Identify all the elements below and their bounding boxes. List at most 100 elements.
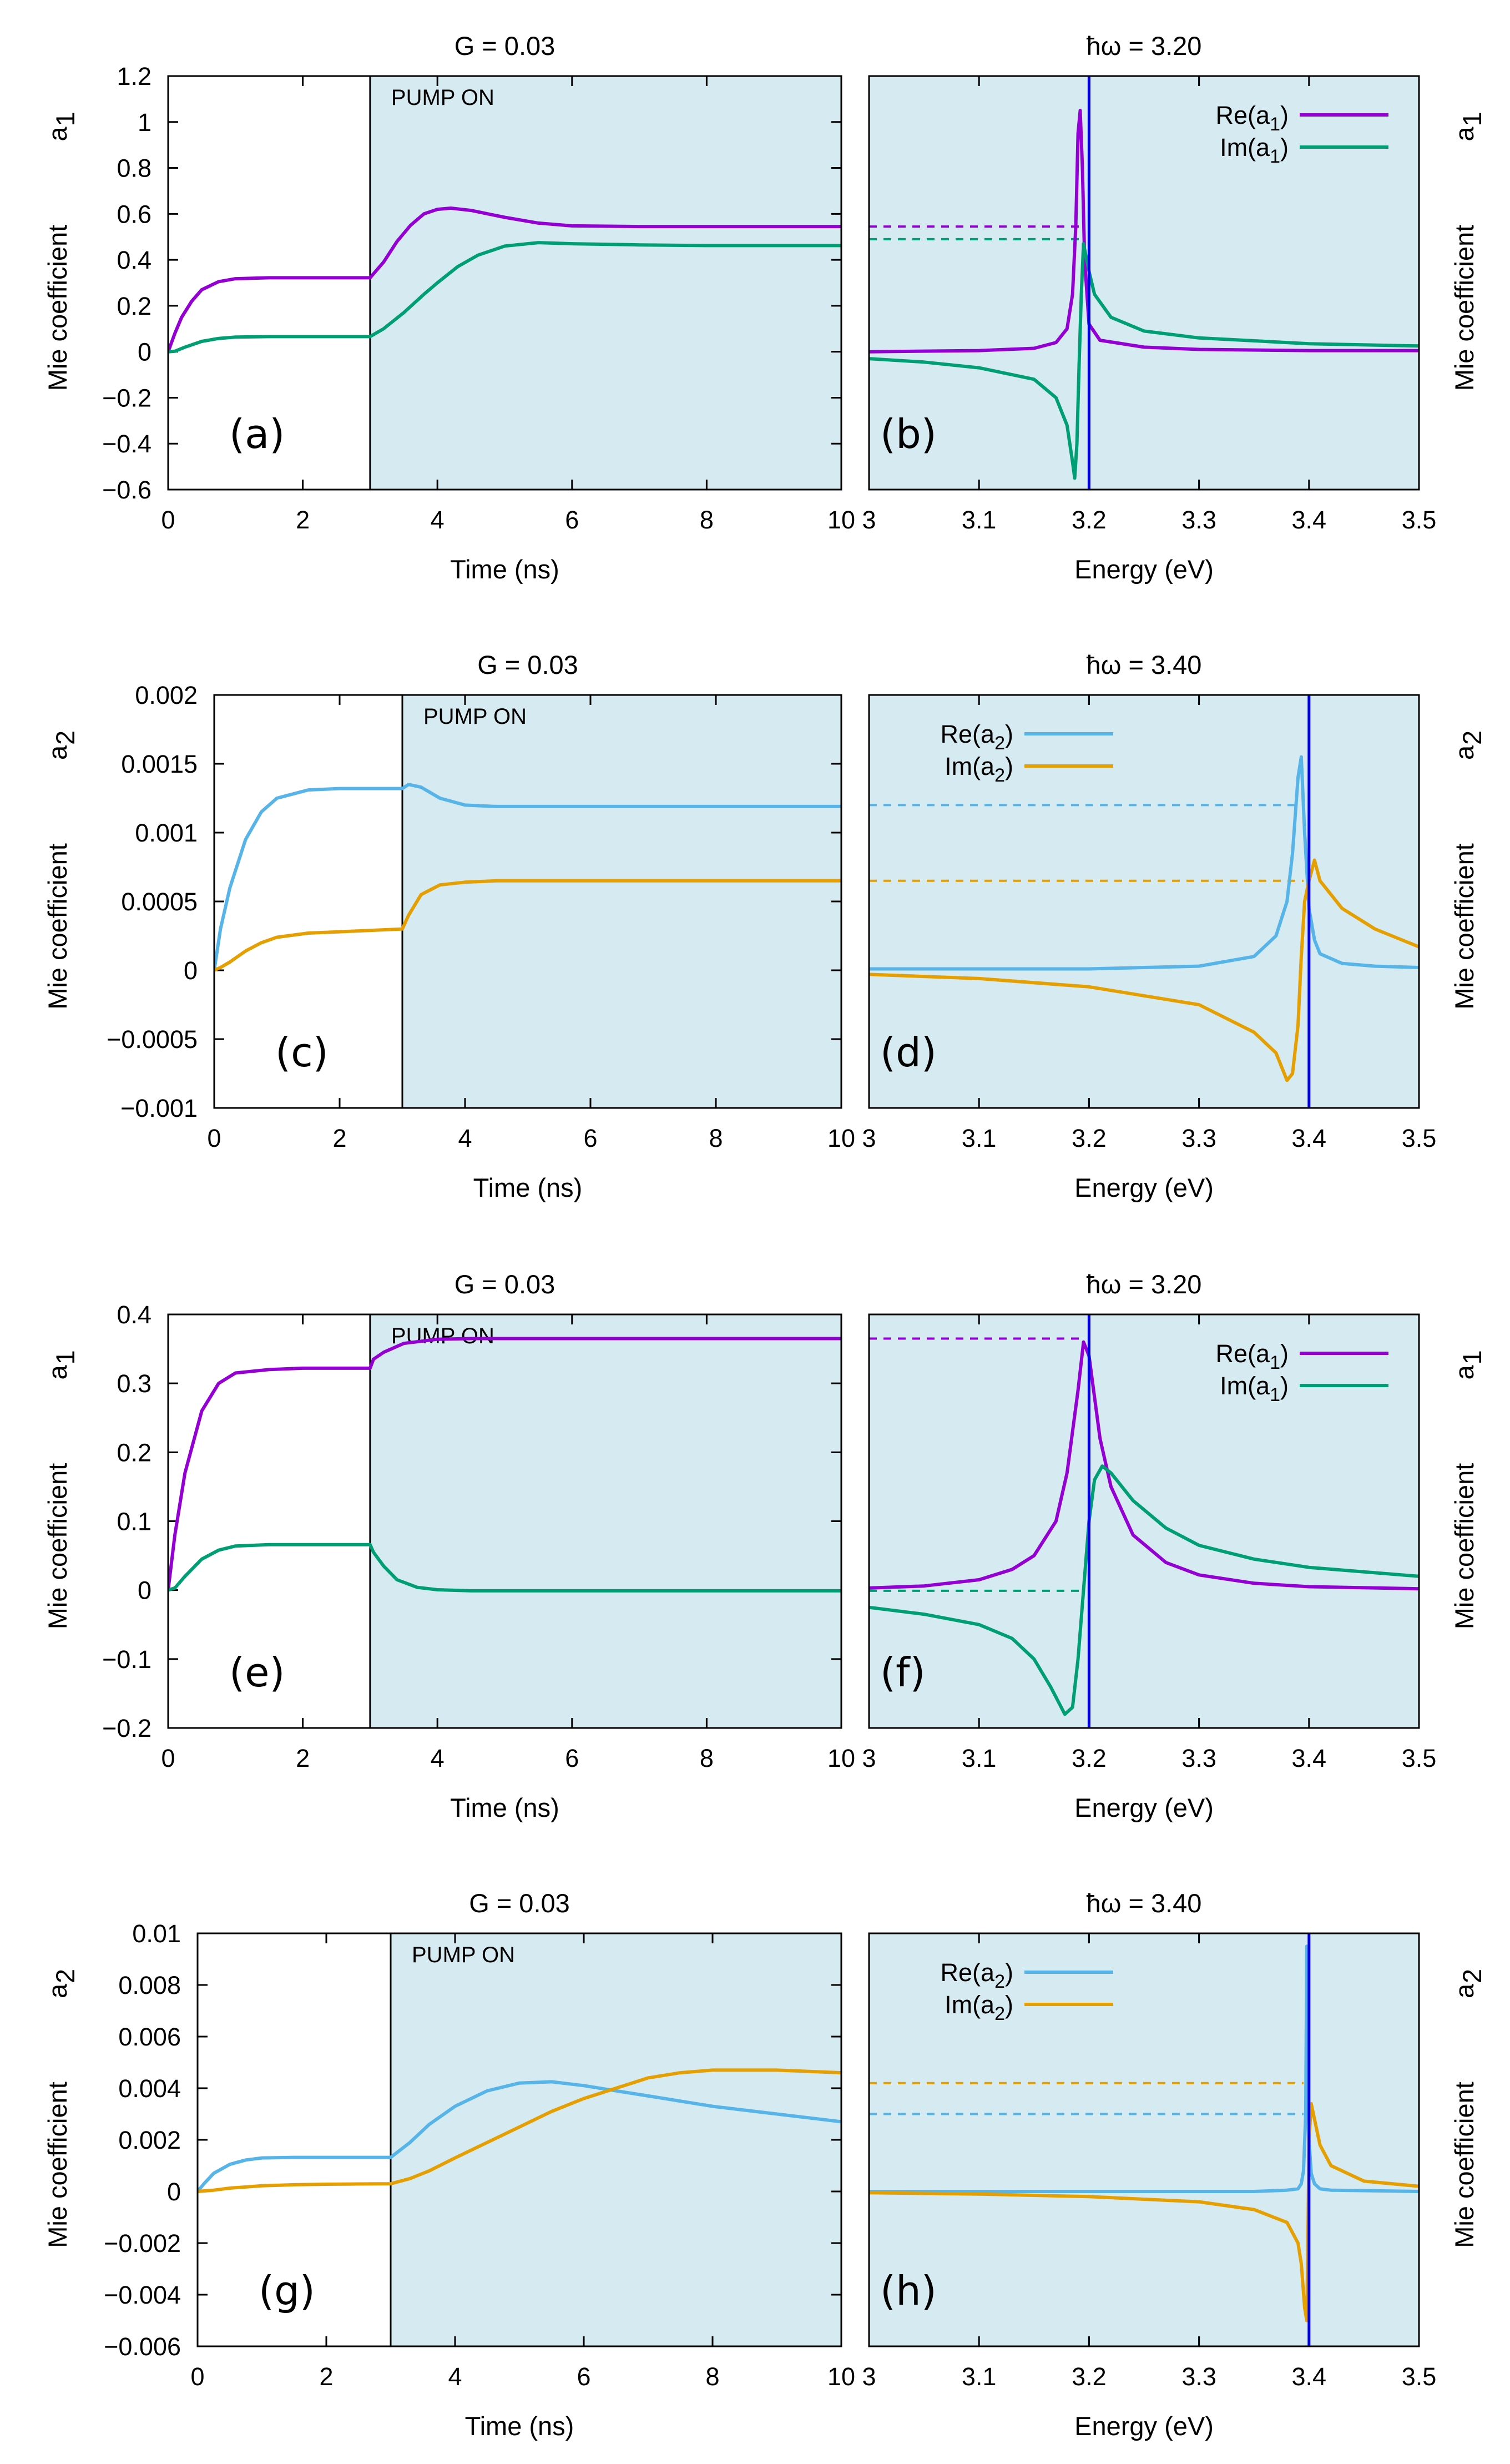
shaded-region bbox=[869, 695, 1419, 1108]
legend-label-close: ) bbox=[1280, 133, 1289, 162]
axes-frame bbox=[868, 75, 1420, 491]
legend-label-main: Im(a bbox=[1220, 1372, 1270, 1400]
y-tick-label: 0.2 bbox=[117, 292, 151, 320]
y-tick-label: −0.004 bbox=[104, 2281, 181, 2309]
panel-b: 3 3.1 3.2 3.3 3.4 3.5 ħω = 3.20 Energy (eV) (b) M… bbox=[862, 31, 1487, 584]
series-line-ima2 bbox=[869, 2102, 1419, 2322]
x-tick-label: 3.2 bbox=[1072, 1124, 1107, 1152]
y-axis-label-symbol: a bbox=[1450, 745, 1479, 760]
panel-title: G = 0.03 bbox=[454, 1269, 555, 1299]
y-tick-label: 0.8 bbox=[117, 154, 151, 183]
y-axis-label: Mie coefficient a1 bbox=[1450, 112, 1487, 391]
x-axis-label: Time (ns) bbox=[465, 2411, 574, 2441]
series-line-ima1 bbox=[869, 1464, 1419, 1716]
y-tick-label: 0.3 bbox=[117, 1369, 151, 1398]
legend-label-close: ) bbox=[1005, 752, 1013, 780]
legend-label: Re(a1) bbox=[1216, 1339, 1289, 1373]
x-tick-label: 3.2 bbox=[1072, 506, 1107, 534]
legend-label-main: Re(a bbox=[1216, 1339, 1271, 1368]
y-tick-label: 0 bbox=[138, 1576, 151, 1605]
series-line-ima1 bbox=[869, 242, 1419, 480]
legend-label-close: ) bbox=[1280, 1339, 1289, 1368]
axes-frame bbox=[167, 75, 842, 491]
pump-on-label: PUMP ON bbox=[412, 1943, 515, 1967]
y-axis-label: Mie coefficient a2 bbox=[1450, 730, 1487, 1010]
x-tick-label: 0 bbox=[161, 1744, 175, 1772]
x-tick-label: 6 bbox=[583, 1124, 597, 1152]
panel-c: PUMP ON −0.001 −0.0005 0 0.0005 0.001 0.0015 0.… bbox=[43, 650, 855, 1202]
x-axis-label: Time (ns) bbox=[473, 1173, 583, 1202]
y-axis-label-subscript: 1 bbox=[50, 112, 80, 126]
shaded-region bbox=[391, 1933, 841, 2346]
x-tick-label: 4 bbox=[458, 1124, 472, 1152]
y-tick-label: 0.0015 bbox=[121, 750, 198, 778]
series-line-rea2 bbox=[869, 1944, 1419, 2193]
y-tick-label: −0.006 bbox=[104, 2332, 181, 2361]
legend-label-close: ) bbox=[1280, 101, 1289, 129]
series-line-rea1 bbox=[869, 109, 1419, 354]
legend-label-main: Re(a bbox=[941, 720, 996, 748]
y-axis-label: Mie coefficient a2 bbox=[1450, 1969, 1487, 2248]
y-tick-label: 0 bbox=[167, 2178, 181, 2206]
x-tick-label: 10 bbox=[827, 1744, 855, 1772]
legend-label: Re(a2) bbox=[941, 1958, 1013, 1992]
panel-letter: (a) bbox=[229, 411, 285, 457]
shaded-region bbox=[869, 1933, 1419, 2346]
x-tick-label: 6 bbox=[565, 1744, 579, 1772]
panel-letter: (g) bbox=[259, 2268, 315, 2314]
series-line-ima2 bbox=[198, 2068, 841, 2193]
x-tick-label: 3.3 bbox=[1181, 2362, 1216, 2391]
legend-label-main: Im(a bbox=[945, 752, 995, 780]
y-tick-label: 0.2 bbox=[117, 1438, 151, 1467]
y-tick-label: 0.006 bbox=[118, 2023, 181, 2051]
panel-d: 3 3.1 3.2 3.3 3.4 3.5 ħω = 3.40 Energy (eV) (d) M… bbox=[862, 650, 1487, 1202]
panel-letter: (c) bbox=[275, 1029, 329, 1076]
legend-label-main: Im(a bbox=[1220, 133, 1270, 162]
x-tick-label: 3.3 bbox=[1181, 506, 1216, 534]
y-axis-label-symbol: a bbox=[43, 1365, 72, 1380]
y-axis-label-symbol: a bbox=[43, 745, 72, 760]
legend-label-subscript: 2 bbox=[994, 733, 1005, 754]
shaded-region bbox=[402, 695, 841, 1108]
y-axis-label-subscript: 2 bbox=[50, 730, 80, 745]
x-tick-label: 10 bbox=[827, 1124, 855, 1152]
y-axis-label-subscript: 1 bbox=[50, 1350, 80, 1364]
y-tick-label: 0.001 bbox=[135, 819, 198, 847]
legend-label: Im(a1) bbox=[1220, 1372, 1289, 1405]
x-tick-label: 3.1 bbox=[962, 1744, 997, 1772]
y-axis-label-subscript: 2 bbox=[1457, 730, 1487, 745]
x-tick-label: 3.3 bbox=[1181, 1124, 1216, 1152]
x-tick-label: 3.4 bbox=[1292, 2362, 1327, 2391]
panel-title: ħω = 3.20 bbox=[1087, 31, 1202, 61]
legend-label-subscript: 2 bbox=[994, 765, 1005, 786]
y-axis-label: Mie coefficient a1 bbox=[1450, 1350, 1487, 1629]
pump-on-label: PUMP ON bbox=[391, 85, 494, 110]
y-tick-label: −0.1 bbox=[102, 1645, 151, 1674]
axes-frame bbox=[868, 1313, 1420, 1729]
x-tick-label: 2 bbox=[319, 2362, 333, 2391]
legend-label: Re(a1) bbox=[1216, 101, 1289, 135]
y-axis-label-text: Mie coefficient bbox=[43, 1463, 72, 1630]
y-tick-label: 1 bbox=[138, 108, 151, 137]
legend-label-subscript: 1 bbox=[1270, 1352, 1280, 1373]
legend-label-subscript: 2 bbox=[994, 1971, 1005, 1992]
legend-label-main: Im(a bbox=[945, 1991, 995, 2019]
series-line-rea2 bbox=[198, 2080, 841, 2193]
panel-a: PUMP ON −0.6 −0.4 −0.2 0 0.2 0.4 0.6 0.8 1 1.2 0 2 4 6… bbox=[43, 31, 855, 584]
series-line-rea1 bbox=[168, 206, 841, 352]
shaded-region bbox=[869, 76, 1419, 490]
x-tick-label: 10 bbox=[827, 506, 855, 534]
legend-label-subscript: 1 bbox=[1270, 146, 1280, 167]
y-axis-label: Mie coefficient a1 bbox=[43, 112, 80, 391]
y-axis-label-subscript: 2 bbox=[1457, 1969, 1487, 1983]
x-tick-label: 3.1 bbox=[962, 506, 997, 534]
panel-letter: (e) bbox=[229, 1649, 285, 1696]
series-line-ima2 bbox=[214, 879, 841, 972]
y-tick-label: 1.2 bbox=[117, 62, 151, 90]
y-axis-label-symbol: a bbox=[1450, 127, 1479, 142]
y-tick-label: 0.1 bbox=[117, 1508, 151, 1536]
panel-title: G = 0.03 bbox=[477, 650, 578, 679]
x-tick-label: 8 bbox=[705, 2362, 719, 2391]
axes-frame bbox=[196, 1932, 842, 2347]
x-axis-label: Time (ns) bbox=[450, 1793, 559, 1822]
